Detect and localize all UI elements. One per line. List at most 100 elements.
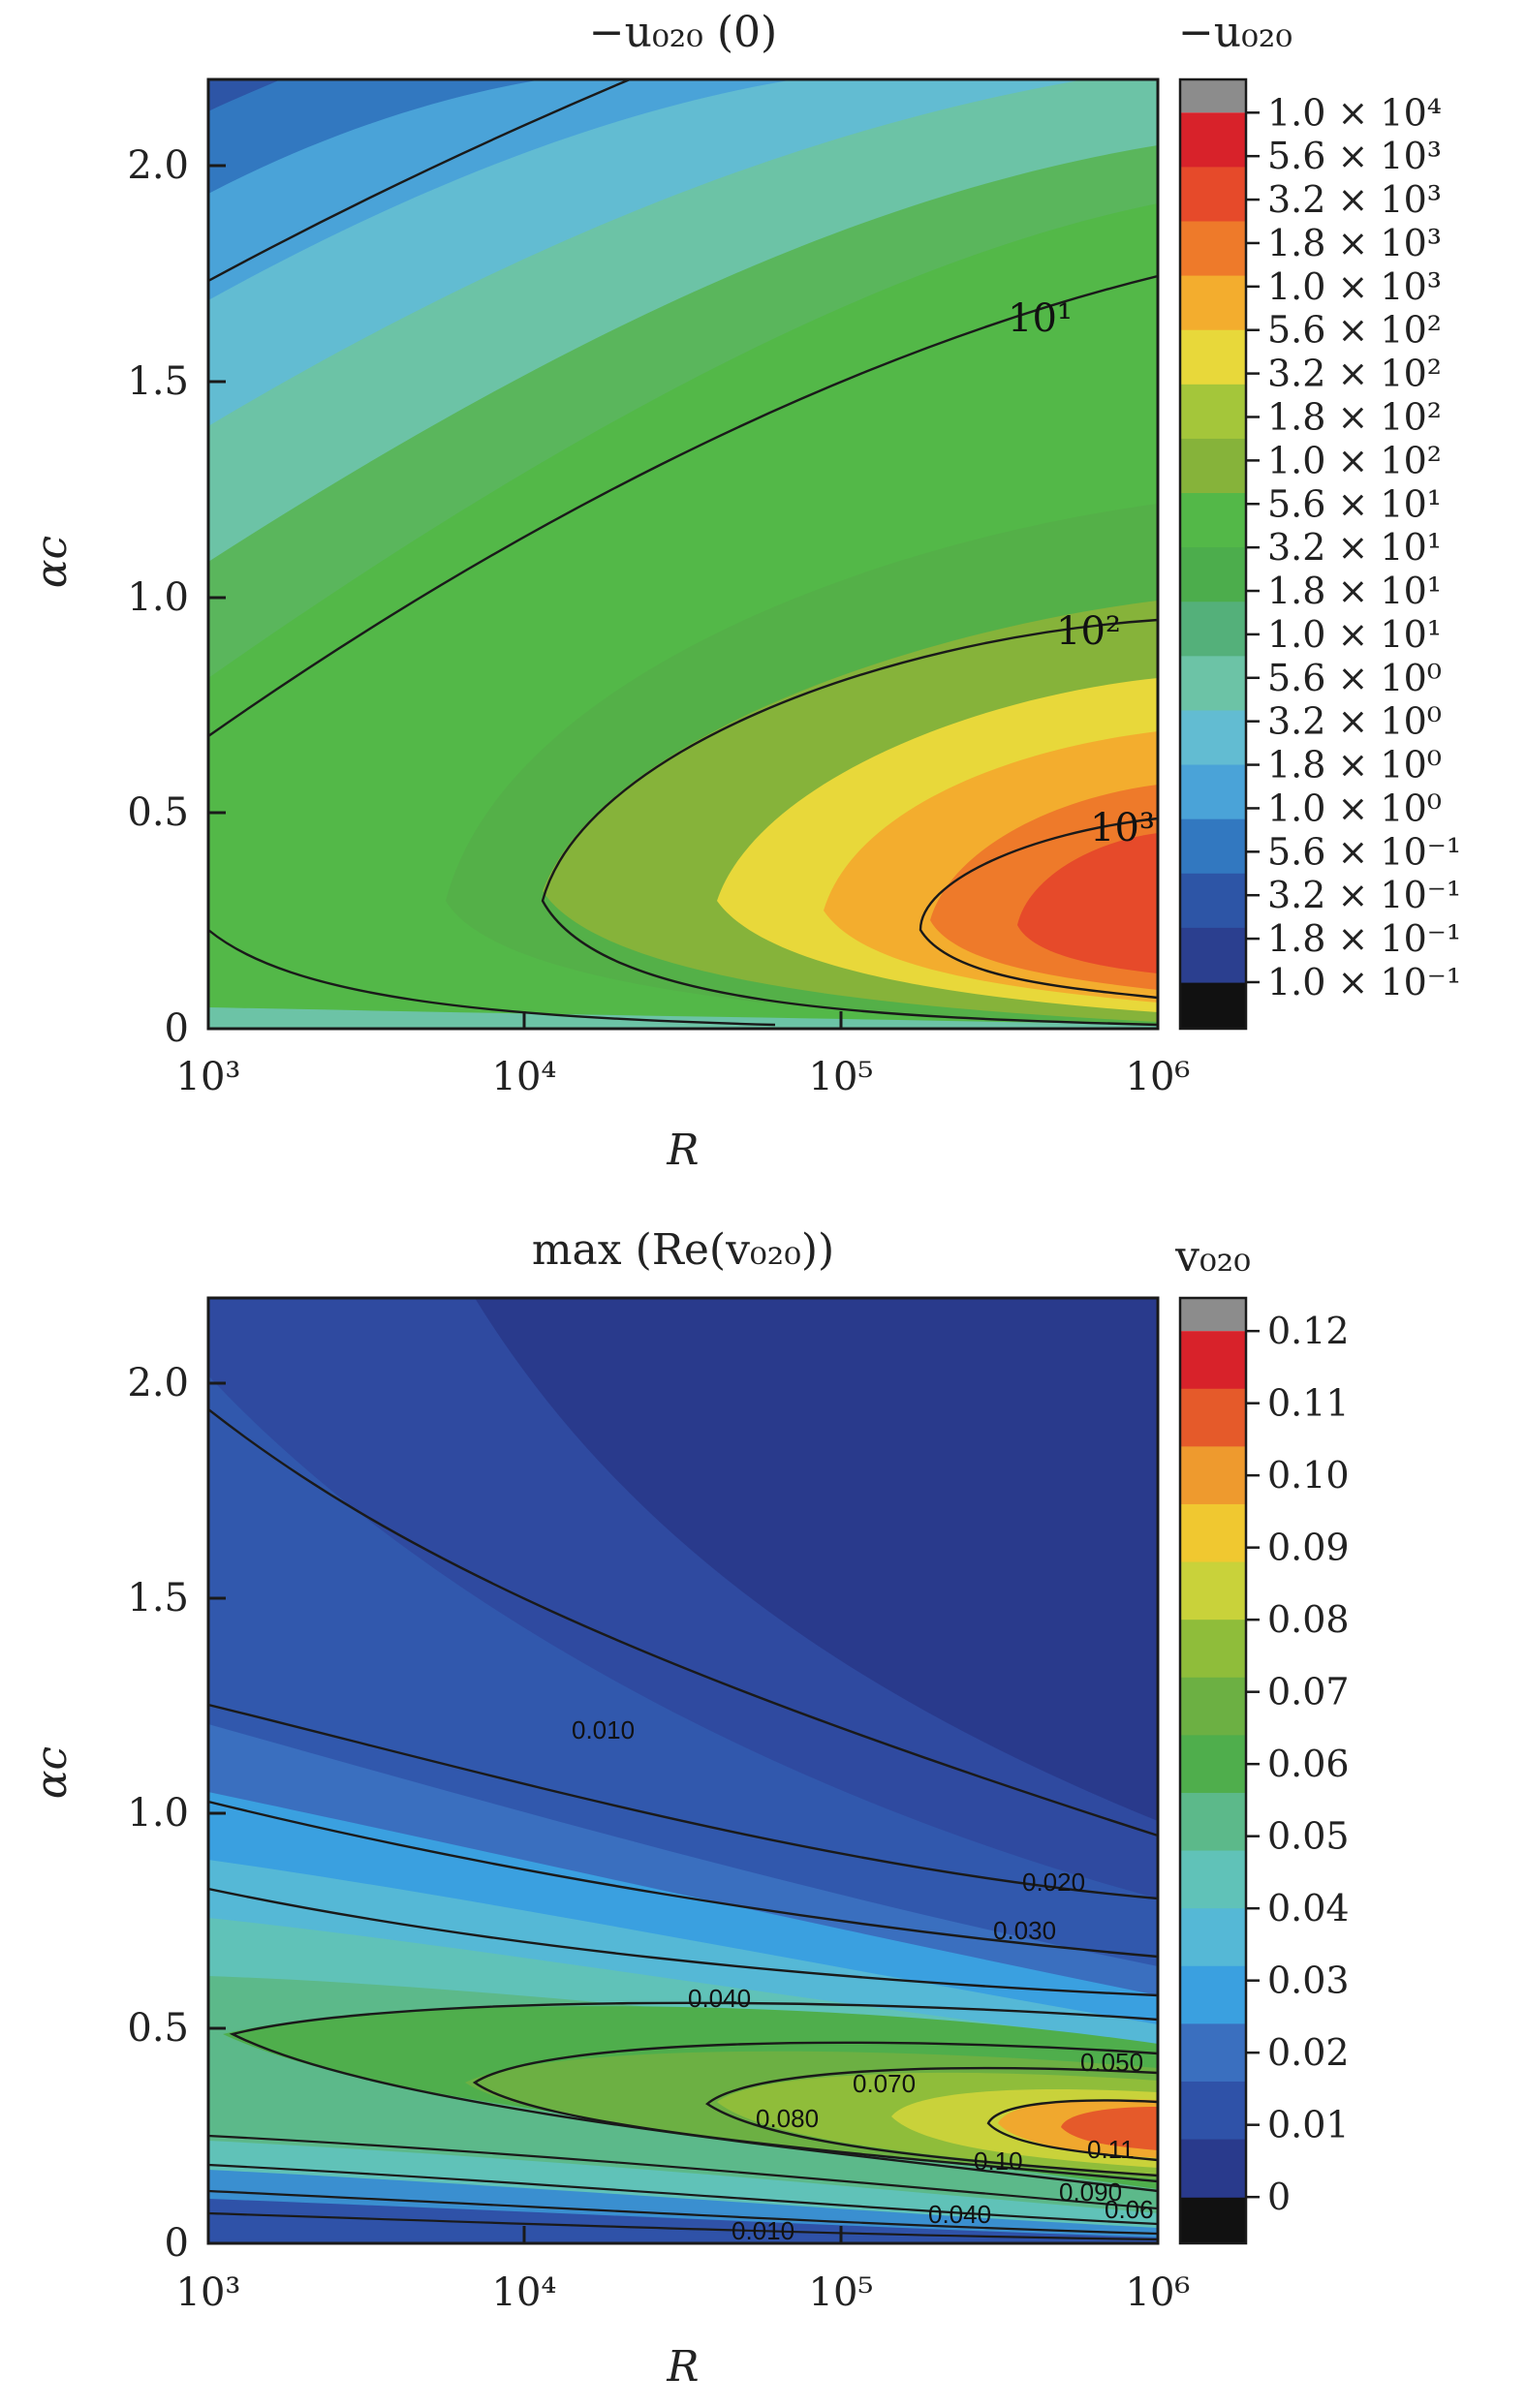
bottom-colorbar-swatch (1180, 1908, 1246, 1967)
top-x-tick-1: 10⁴ (492, 1055, 557, 1099)
bottom-contour-label-10: 0.10 (974, 2146, 1023, 2176)
bottom-contour-label-030: 0.030 (993, 1916, 1056, 1945)
bottom-colorbar-label: 0.08 (1267, 1598, 1350, 1641)
top-colorbar-swatch (1180, 438, 1246, 494)
bottom-colorbar-label: 0.04 (1267, 1887, 1350, 1929)
bottom-x-tick-1: 10⁴ (492, 2270, 557, 2315)
bottom-colorbar-swatch (1180, 1503, 1246, 1563)
top-colorbar-label: 1.0 × 10⁰ (1267, 787, 1442, 829)
bottom-contour-label-070: 0.070 (853, 2069, 916, 2098)
top-band-13 (208, 1007, 1158, 1029)
bottom-colorbar-swatch (1180, 2139, 1246, 2198)
top-colorbar-swatch (1180, 493, 1246, 548)
bottom-colorbar-swatch (1180, 1388, 1246, 1447)
top-contour-label-1: 10¹ (1008, 296, 1073, 341)
top-band-6 (208, 79, 281, 111)
bottom-plot-frame (206, 1296, 1160, 2245)
top-colorbar-label: 1.8 × 10² (1267, 395, 1442, 438)
bottom-colorbar-swatch (1180, 1792, 1246, 1852)
bottom-contour-label-11: 0.11 (1087, 2135, 1135, 2164)
top-colorbar-label: 1.0 × 10³ (1267, 265, 1442, 308)
bottom-colorbar-swatch (1180, 1677, 1246, 1736)
bottom-colorbar-title: v₀₂₀ (1174, 1232, 1251, 1281)
bottom-colorbar-swatch (1180, 2081, 1246, 2141)
top-colorbar-cap-bottom (1180, 981, 1246, 1029)
bottom-y-label: αc (27, 1746, 77, 1799)
bottom-contour-low-b (208, 2163, 1158, 2226)
bottom-colorbar-swatch (1180, 1735, 1246, 1794)
bottom-x-label: R (666, 2342, 699, 2392)
bottom-contour-label-040: 0.040 (688, 1984, 751, 2013)
bottom-colorbar-labels: 0.12 0.11 0.10 0.09 0.08 0.07 0.06 0.05 0.04 0.03… (1246, 1310, 1350, 2218)
bottom-x-axis: 10³ 10⁴ 10⁵ 10⁶ R (176, 2226, 1191, 2392)
top-colorbar-swatch (1180, 167, 1246, 223)
bottom-colorbar-swatch (1180, 1850, 1246, 1909)
bottom-colorbar-swatches (1180, 1298, 1246, 2243)
top-colorbar-label: 5.6 × 10¹ (1267, 482, 1442, 525)
top-colorbar-swatch (1180, 656, 1246, 712)
top-contour-label-3: 10³ (1090, 806, 1155, 850)
top-colorbar-label: 1.0 × 10⁴ (1267, 91, 1442, 134)
bottom-colorbar-label: 0.12 (1267, 1310, 1350, 1352)
bottom-colorbar: v₀₂₀ 0.12 0.11 0.10 0.09 0.08 0.07 0.06 0.05 0.0… (1174, 1232, 1350, 2245)
top-y-tick-0: 0 (165, 1006, 189, 1051)
top-colorbar-swatch (1180, 275, 1246, 331)
top-x-tick-3: 10⁶ (1126, 1055, 1191, 1099)
top-y-axis: 0 0.5 1.0 1.5 2.0 αc (27, 143, 226, 1051)
bottom-y-tick-3: 1.5 (127, 1576, 189, 1621)
top-colorbar-swatch (1180, 764, 1246, 820)
bottom-chart-title: max (Re(v₀₂₀)) (532, 1225, 834, 1275)
bottom-contour-080 (705, 2066, 1158, 2177)
top-band-12 (1017, 833, 1158, 973)
bottom-colorbar-swatch (1180, 1331, 1246, 1390)
top-colorbar-swatch (1180, 927, 1246, 983)
bottom-y-tick-4: 2.0 (127, 1361, 189, 1405)
bottom-contour-low-d (208, 2211, 1158, 2241)
top-contour-d (919, 817, 1158, 1000)
top-colorbar-label: 3.2 × 10² (1267, 353, 1442, 395)
bottom-contour-label-010b: 0.010 (732, 2216, 794, 2245)
bottom-contour-label-020: 0.020 (1022, 1868, 1085, 1897)
bottom-colorbar-swatch (1180, 2023, 1246, 2083)
bottom-colorbar-swatch (1180, 1620, 1246, 1679)
top-y-tick-3: 1.5 (127, 359, 189, 404)
top-y-tick-2: 1.0 (127, 575, 189, 620)
bottom-y-axis: 0 0.5 1.0 1.5 2.0 αc (27, 1361, 226, 2266)
bottom-x-tick-3: 10⁶ (1126, 2270, 1191, 2315)
bottom-colorbar-label: 0.05 (1267, 1815, 1350, 1858)
top-x-tick-0: 10³ (176, 1055, 241, 1099)
top-y-tick-4: 2.0 (127, 143, 189, 188)
top-colorbar-label: 1.0 × 10⁻¹ (1267, 961, 1461, 1003)
bottom-contour-020 (208, 1703, 1158, 1900)
bottom-contour-low-c (208, 2189, 1158, 2236)
bottom-band-16 (208, 2199, 1158, 2243)
top-colorbar-swatch (1180, 818, 1246, 875)
bottom-y-tick-2: 1.0 (127, 1791, 189, 1836)
top-colorbar-cap-top (1180, 79, 1246, 113)
top-colorbar-label: 1.0 × 10² (1267, 439, 1442, 481)
top-chart: −u₀₂₀ (0) 10 (27, 8, 1461, 1175)
top-colorbar-label: 1.8 × 10⁻¹ (1267, 917, 1461, 960)
top-plot-frame (206, 77, 1160, 1031)
bottom-colorbar-swatch (1180, 1446, 1246, 1505)
bottom-colorbar-label: 0.01 (1267, 2104, 1350, 2146)
top-colorbar-title: −u₀₂₀ (1178, 8, 1292, 57)
top-colorbar-label: 5.6 × 10⁰ (1267, 657, 1442, 699)
bottom-colorbar-label: 0.11 (1267, 1382, 1350, 1425)
top-colorbar-swatch (1180, 873, 1246, 929)
bottom-x-tick-0: 10³ (176, 2270, 241, 2315)
bottom-colorbar-label: 0.10 (1267, 1454, 1350, 1497)
bottom-contour-050 (229, 2001, 1158, 2193)
top-plot-area (208, 79, 1158, 1029)
top-x-tick-2: 10⁵ (809, 1055, 874, 1099)
top-contour-b (208, 274, 1158, 737)
bottom-chart: max (Re(v₀₂₀)) (27, 1225, 1350, 2392)
top-colorbar-swatch (1180, 329, 1246, 386)
bottom-colorbar-cap-bottom (1180, 2197, 1246, 2243)
bottom-contour-070 (472, 2041, 1158, 2183)
top-colorbar-label: 1.0 × 10¹ (1267, 613, 1442, 656)
top-colorbar-swatches (1180, 79, 1246, 1029)
